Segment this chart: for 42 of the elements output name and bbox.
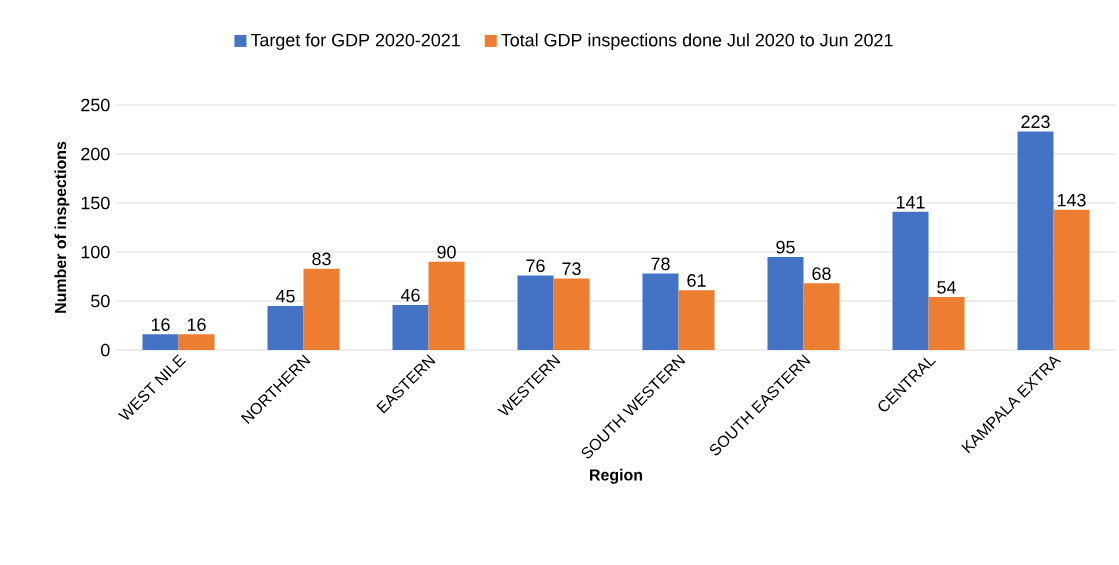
y-tick-label: 0	[101, 343, 110, 357]
bar	[678, 290, 715, 350]
bar	[303, 268, 340, 350]
data-label: 141	[896, 196, 925, 209]
data-label: 45	[275, 289, 295, 303]
y-tick-label: 100	[81, 245, 110, 259]
bar	[1017, 131, 1054, 350]
legend-label: Target for GDP 2020-2021	[250, 33, 460, 50]
data-label: 54	[937, 281, 956, 294]
data-label: 76	[526, 259, 545, 273]
y-tick-label: 250	[81, 98, 110, 112]
y-tick-label: 150	[81, 196, 110, 210]
data-label: 143	[1057, 193, 1086, 207]
data-label: 73	[562, 262, 581, 276]
legend-label: Total GDP inspections done Jul 2020 to Jun 2021	[501, 33, 893, 50]
data-label: 83	[312, 252, 331, 266]
data-label: 16	[187, 318, 206, 331]
bar	[642, 273, 679, 350]
y-tick-label: 200	[81, 147, 110, 161]
data-label: 90	[437, 245, 456, 259]
x-axis-title: Region	[590, 468, 643, 484]
bar	[892, 211, 929, 350]
data-label: 78	[651, 257, 670, 271]
y-tick-label: 50	[91, 294, 110, 308]
bar	[803, 283, 840, 350]
data-label: 68	[812, 267, 831, 280]
data-label: 16	[151, 318, 170, 331]
bar	[142, 334, 179, 350]
bar	[553, 278, 590, 350]
data-label: 223	[1021, 115, 1050, 129]
y-axis-title: Number of inspections	[54, 141, 70, 313]
bar	[517, 275, 554, 350]
bar	[392, 304, 429, 350]
bar	[267, 305, 304, 350]
bar	[928, 297, 965, 350]
bar	[767, 256, 804, 350]
data-label: 46	[400, 288, 420, 302]
data-label: 61	[687, 274, 706, 287]
data-label: 95	[776, 240, 795, 254]
bar	[428, 261, 465, 350]
bar	[178, 334, 215, 350]
bar	[1053, 209, 1090, 350]
